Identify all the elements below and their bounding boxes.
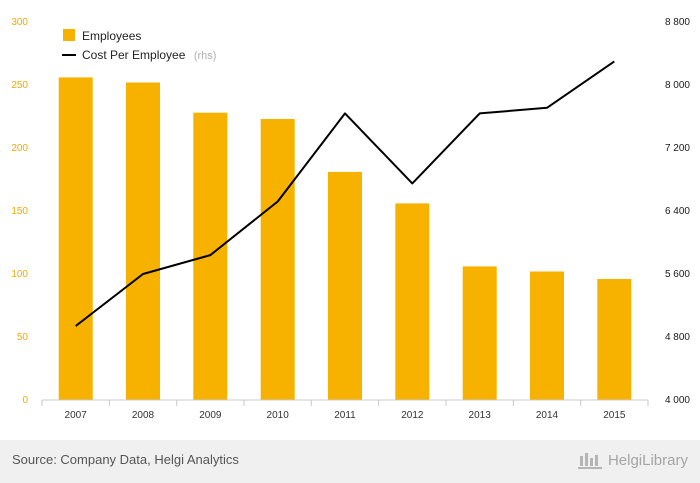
right-tick-label: 8 800 [665, 17, 690, 28]
right-tick-label: 6 400 [665, 206, 690, 217]
employees-bars [58, 77, 632, 401]
x-tick-label: 2011 [334, 410, 356, 421]
bar-employees-2012 [395, 203, 430, 400]
employees-cost-chart: 2007 2008 2009 2010 2011 2012 2013 2014 2015 0 50… [11, 17, 690, 421]
bar-employees-2014 [530, 271, 564, 400]
legend-swatch-employees [63, 29, 75, 41]
bar-employees-2007 [58, 77, 93, 401]
legend-label-employees: Employees [82, 29, 141, 43]
left-tick-label: 150 [11, 206, 28, 217]
left-axis-ticks: 0 50 100 150 200 250 300 [11, 17, 28, 406]
bar-employees-2013 [462, 266, 497, 400]
legend-label-cost-suffix: (rhs) [194, 50, 217, 62]
left-tick-label: 0 [22, 395, 28, 406]
legend-label-cost: Cost Per Employee (rhs) [82, 46, 216, 63]
right-tick-label: 4 800 [665, 332, 690, 343]
right-tick-label: 8 000 [665, 80, 690, 91]
legend: Employees Cost Per Employee (rhs) [62, 29, 216, 63]
x-tick-label: 2014 [536, 410, 559, 421]
right-axis-ticks: 4 000 4 800 5 600 6 400 7 200 8 000 8 800 [665, 17, 690, 406]
left-tick-label: 300 [11, 17, 28, 28]
x-axis-ticks: 2007 2008 2009 2010 2011 2012 2013 2014 2015 [41, 400, 649, 421]
left-tick-label: 50 [17, 332, 29, 343]
left-tick-label: 250 [11, 80, 28, 91]
x-tick-label: 2009 [199, 410, 222, 421]
bar-employees-2015 [597, 279, 632, 400]
x-tick-label: 2010 [267, 410, 290, 421]
chart-footer: Source: Company Data, Helgi Analytics He… [0, 440, 700, 483]
x-tick-label: 2013 [469, 410, 492, 421]
brand-logo: HelgiLibrary [577, 448, 688, 472]
right-tick-label: 5 600 [665, 269, 690, 280]
cost-per-employee-line [75, 60, 615, 327]
x-tick-label: 2007 [65, 410, 88, 421]
right-tick-label: 4 000 [665, 395, 690, 406]
bar-employees-2008 [126, 82, 160, 400]
bar-employees-2011 [328, 171, 362, 400]
x-tick-label: 2008 [132, 410, 155, 421]
legend-label-cost-name: Cost Per Employee [82, 48, 186, 62]
library-icon [577, 453, 602, 469]
x-tick-label: 2015 [603, 410, 626, 421]
bar-employees-2009 [193, 112, 228, 400]
bar-employees-2010 [260, 119, 295, 400]
right-tick-label: 7 200 [665, 143, 690, 154]
source-note: Source: Company Data, Helgi Analytics [12, 452, 239, 467]
x-tick-label: 2012 [401, 410, 424, 421]
left-tick-label: 200 [11, 143, 28, 154]
brand-name: HelgiLibrary [607, 451, 688, 469]
left-tick-label: 100 [11, 269, 28, 280]
